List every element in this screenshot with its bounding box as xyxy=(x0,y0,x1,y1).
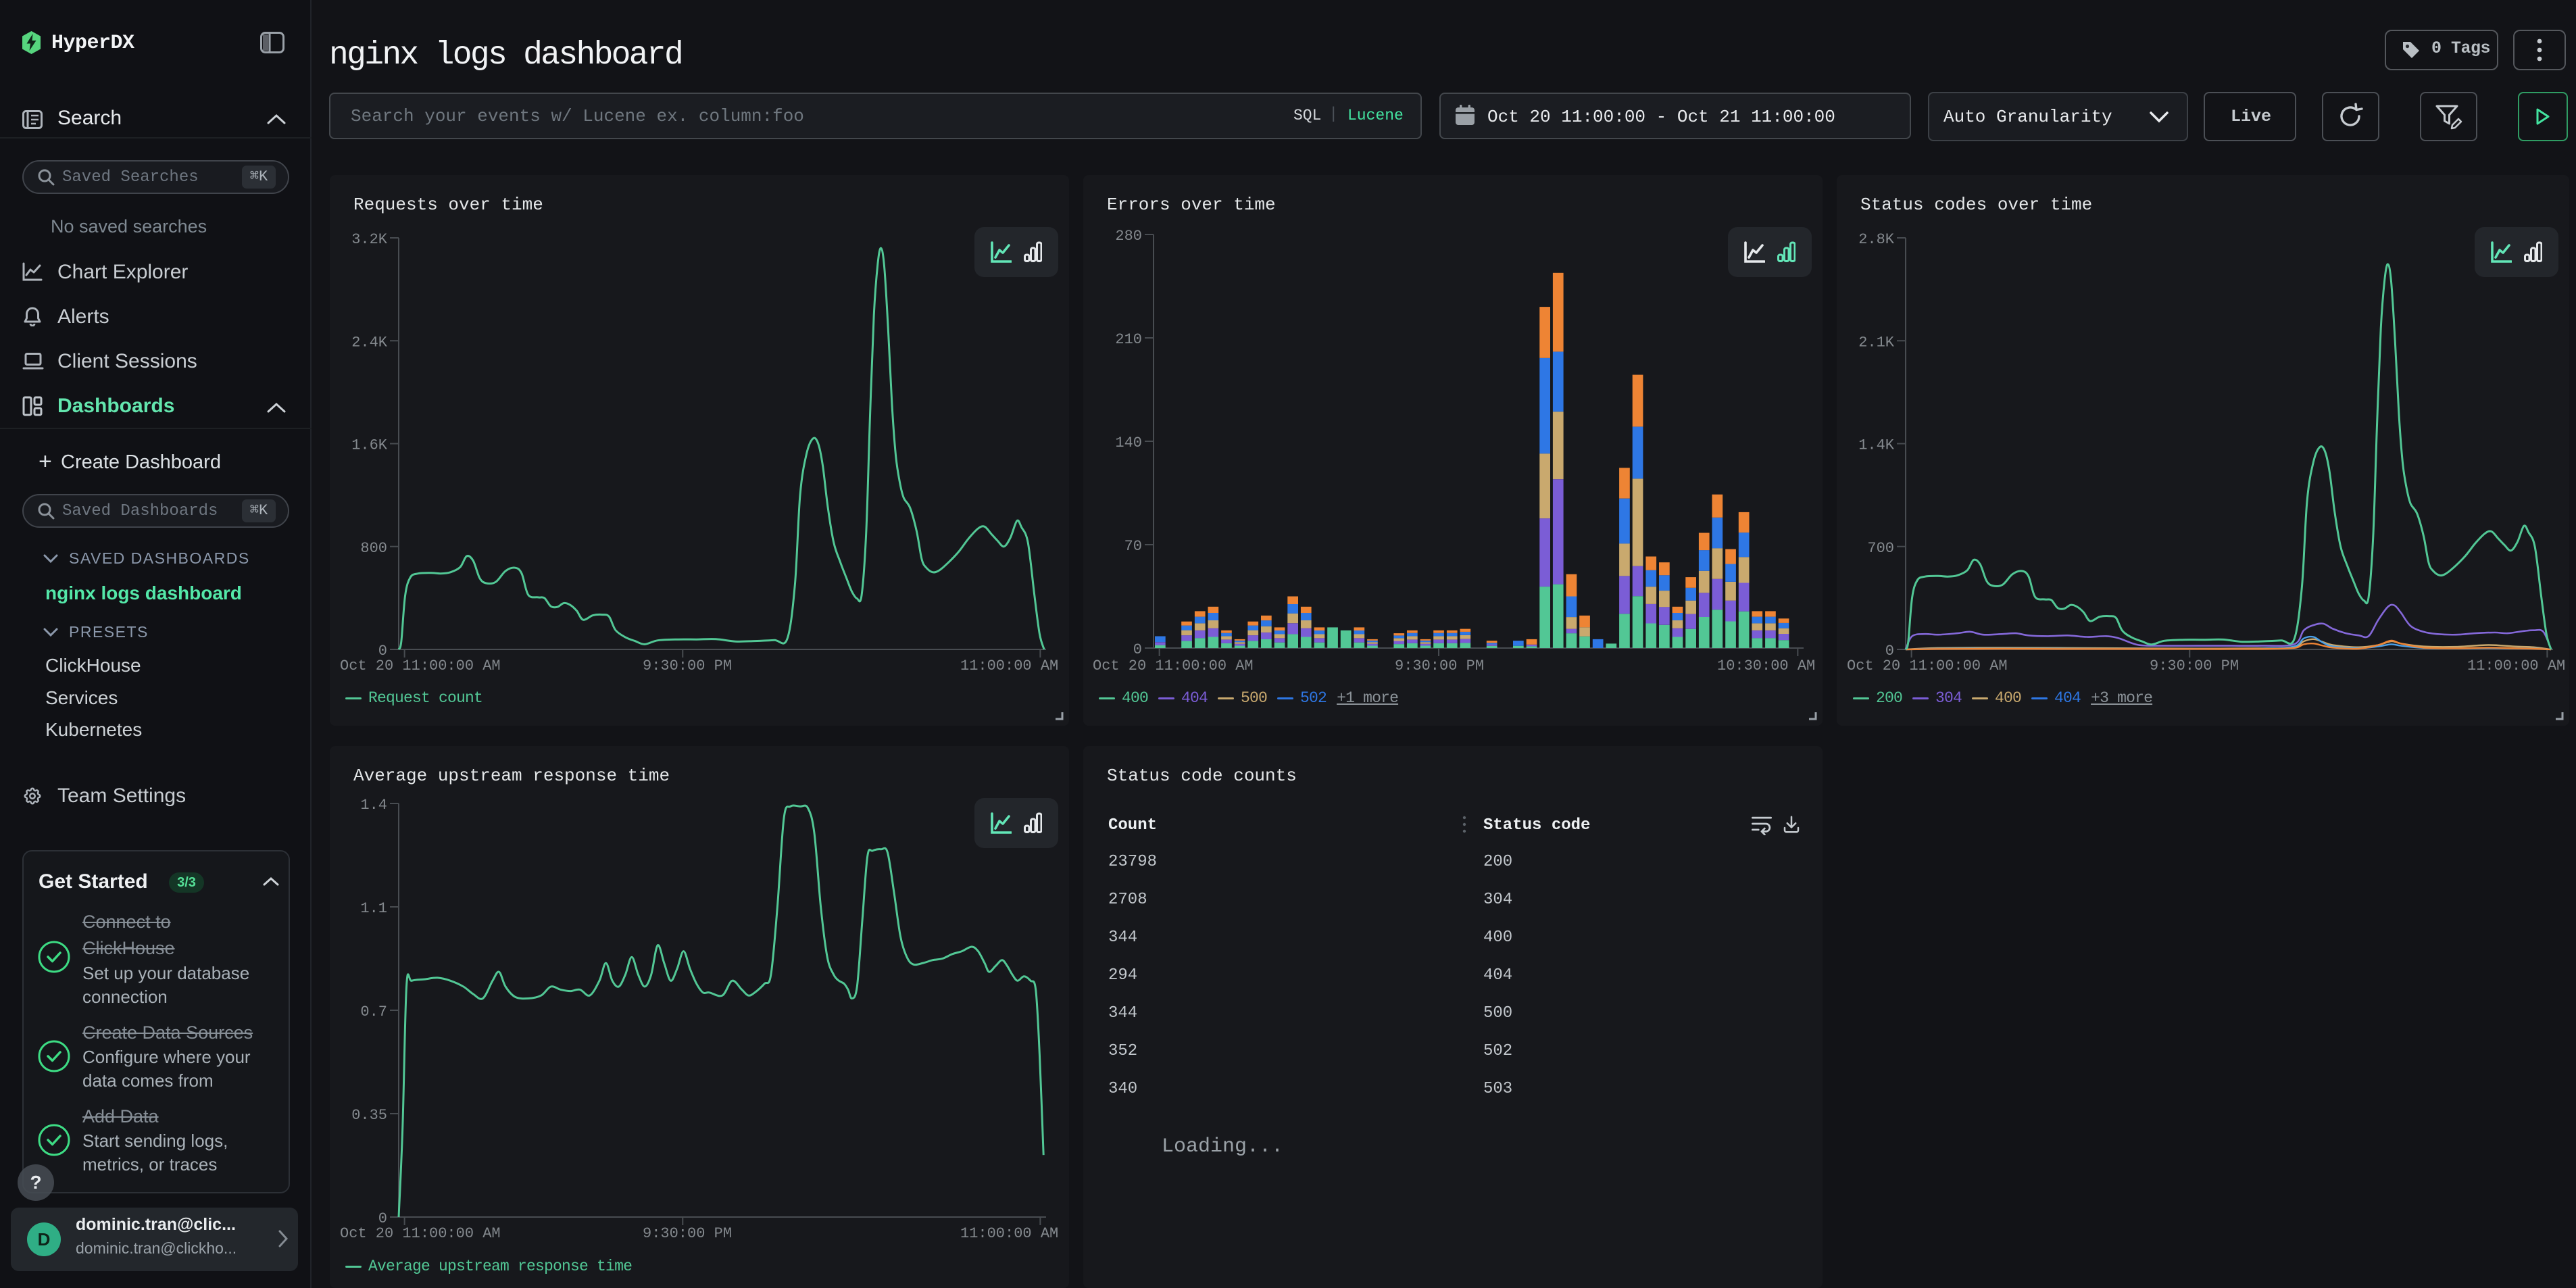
svg-text:0: 0 xyxy=(1885,643,1894,660)
svg-text:70: 70 xyxy=(1124,538,1142,555)
svg-text:0.7: 0.7 xyxy=(360,1004,387,1020)
svg-text:2.1K: 2.1K xyxy=(1858,334,1895,351)
svg-text:0: 0 xyxy=(1133,641,1142,658)
svg-text:700: 700 xyxy=(1867,540,1894,557)
svg-text:210: 210 xyxy=(1115,331,1142,348)
svg-text:1.6K: 1.6K xyxy=(351,437,388,454)
svg-text:0: 0 xyxy=(378,643,387,660)
svg-text:2.8K: 2.8K xyxy=(1858,231,1895,248)
svg-text:1.1: 1.1 xyxy=(360,900,387,917)
svg-text:0: 0 xyxy=(378,1210,387,1227)
svg-text:800: 800 xyxy=(360,540,387,557)
svg-text:2.4K: 2.4K xyxy=(351,334,388,351)
svg-text:1.4K: 1.4K xyxy=(1858,437,1895,454)
svg-text:280: 280 xyxy=(1115,228,1142,245)
svg-text:3.2K: 3.2K xyxy=(351,231,388,248)
svg-text:1.4: 1.4 xyxy=(360,797,387,814)
svg-text:140: 140 xyxy=(1115,435,1142,451)
svg-text:0.35: 0.35 xyxy=(351,1107,387,1124)
